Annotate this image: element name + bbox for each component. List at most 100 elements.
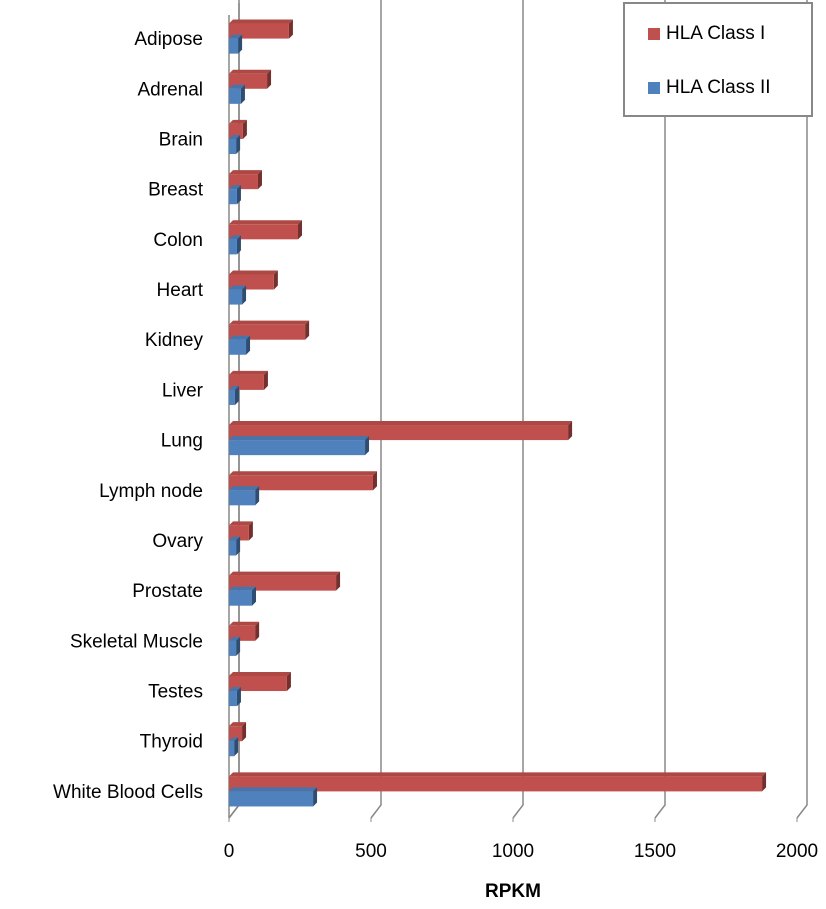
y-tick-label: Adipose [134, 29, 203, 50]
x-tick-label: 2000 [776, 841, 818, 862]
bar-side [286, 671, 291, 692]
y-tick-label: Ovary [152, 531, 203, 552]
y-tick-label: White Blood Cells [53, 782, 203, 803]
bar-top [229, 436, 370, 441]
bar-side [236, 687, 241, 707]
bar [229, 640, 237, 656]
bar-top [229, 270, 278, 275]
bar [229, 339, 247, 355]
legend-label: HLA Class I [666, 23, 765, 44]
y-tick-label: Thyroid [140, 732, 203, 753]
x-tick-label: 1500 [634, 841, 676, 862]
bar-top [229, 737, 239, 742]
bar-top [229, 185, 241, 190]
bar-top [229, 471, 377, 476]
bar-top [229, 370, 268, 375]
bar-side [242, 119, 247, 139]
bar [229, 776, 763, 792]
x-tick-label: 500 [355, 841, 387, 862]
bar-side [252, 586, 257, 606]
bar-top [229, 671, 291, 676]
bar-top [229, 335, 251, 340]
y-tick-label: Lymph node [99, 481, 203, 502]
bar-side [234, 385, 239, 405]
bar-top [229, 787, 318, 792]
bar-top [229, 621, 260, 626]
y-tick-label: Skeletal Muscle [70, 631, 203, 652]
y-tick-label: Testes [148, 682, 203, 703]
y-tick-label: Lung [161, 431, 203, 452]
bar-side [305, 320, 310, 340]
x-axis-title: RPKM [485, 881, 541, 902]
y-tick-label: Liver [162, 380, 204, 401]
bar [229, 189, 237, 205]
bar [229, 440, 366, 456]
bar-side [236, 134, 241, 155]
bar-side [236, 235, 241, 255]
bar-side [240, 84, 245, 104]
bar [229, 675, 287, 692]
bar-side [236, 636, 241, 656]
bar-top [229, 235, 241, 240]
bar-top [229, 586, 257, 591]
bar-top [229, 220, 303, 225]
bar [229, 138, 237, 155]
bar-side [242, 285, 247, 305]
bar-side [365, 436, 370, 456]
legend-box [623, 2, 813, 117]
bar-side [336, 571, 341, 591]
bar-top [229, 421, 573, 426]
bar [229, 38, 239, 54]
legend-swatch [648, 82, 660, 94]
bar-side [236, 185, 241, 205]
bar-side [242, 722, 247, 742]
bar-side [236, 536, 241, 556]
grid-line [796, 0, 808, 819]
y-tick-label: Heart [157, 280, 204, 301]
x-tick-label: 0 [224, 841, 235, 862]
bar-top [229, 687, 241, 692]
bar [229, 791, 314, 807]
y-tick-label: Brain [159, 129, 203, 150]
bar-side [234, 737, 239, 757]
bar-top [229, 486, 260, 491]
bar-side [255, 486, 260, 506]
bar-side [267, 69, 272, 89]
bar [229, 590, 253, 606]
bar-top [229, 19, 293, 24]
bar-side [248, 521, 253, 541]
bar-side [298, 220, 303, 240]
bar-side [263, 370, 268, 390]
bar [229, 239, 237, 255]
bar [229, 475, 373, 491]
bar-top [229, 571, 341, 576]
bar [229, 741, 235, 757]
legend-swatch [648, 28, 660, 40]
grid-line [370, 0, 382, 819]
bar-top [229, 636, 241, 641]
bar [229, 88, 241, 104]
bar-side [257, 170, 262, 190]
legend-label: HLA Class II [666, 77, 771, 98]
bar-top [229, 536, 241, 541]
bar-side [246, 335, 251, 355]
y-tick-label: Adrenal [138, 79, 204, 100]
bar [229, 224, 299, 240]
bar-top [229, 385, 239, 390]
bar [229, 389, 235, 405]
bar-side [372, 471, 377, 491]
y-tick-label: Prostate [132, 581, 203, 602]
bar-top [229, 69, 272, 74]
bar-side [255, 621, 260, 641]
bar-top [229, 772, 767, 777]
bar [229, 289, 243, 305]
bar-top [229, 119, 247, 124]
y-tick-label: Breast [148, 180, 204, 201]
bar-side [238, 34, 243, 54]
bar [229, 23, 289, 39]
bar [229, 691, 237, 707]
y-tick-label: Kidney [145, 330, 204, 351]
bar-top [229, 34, 243, 39]
